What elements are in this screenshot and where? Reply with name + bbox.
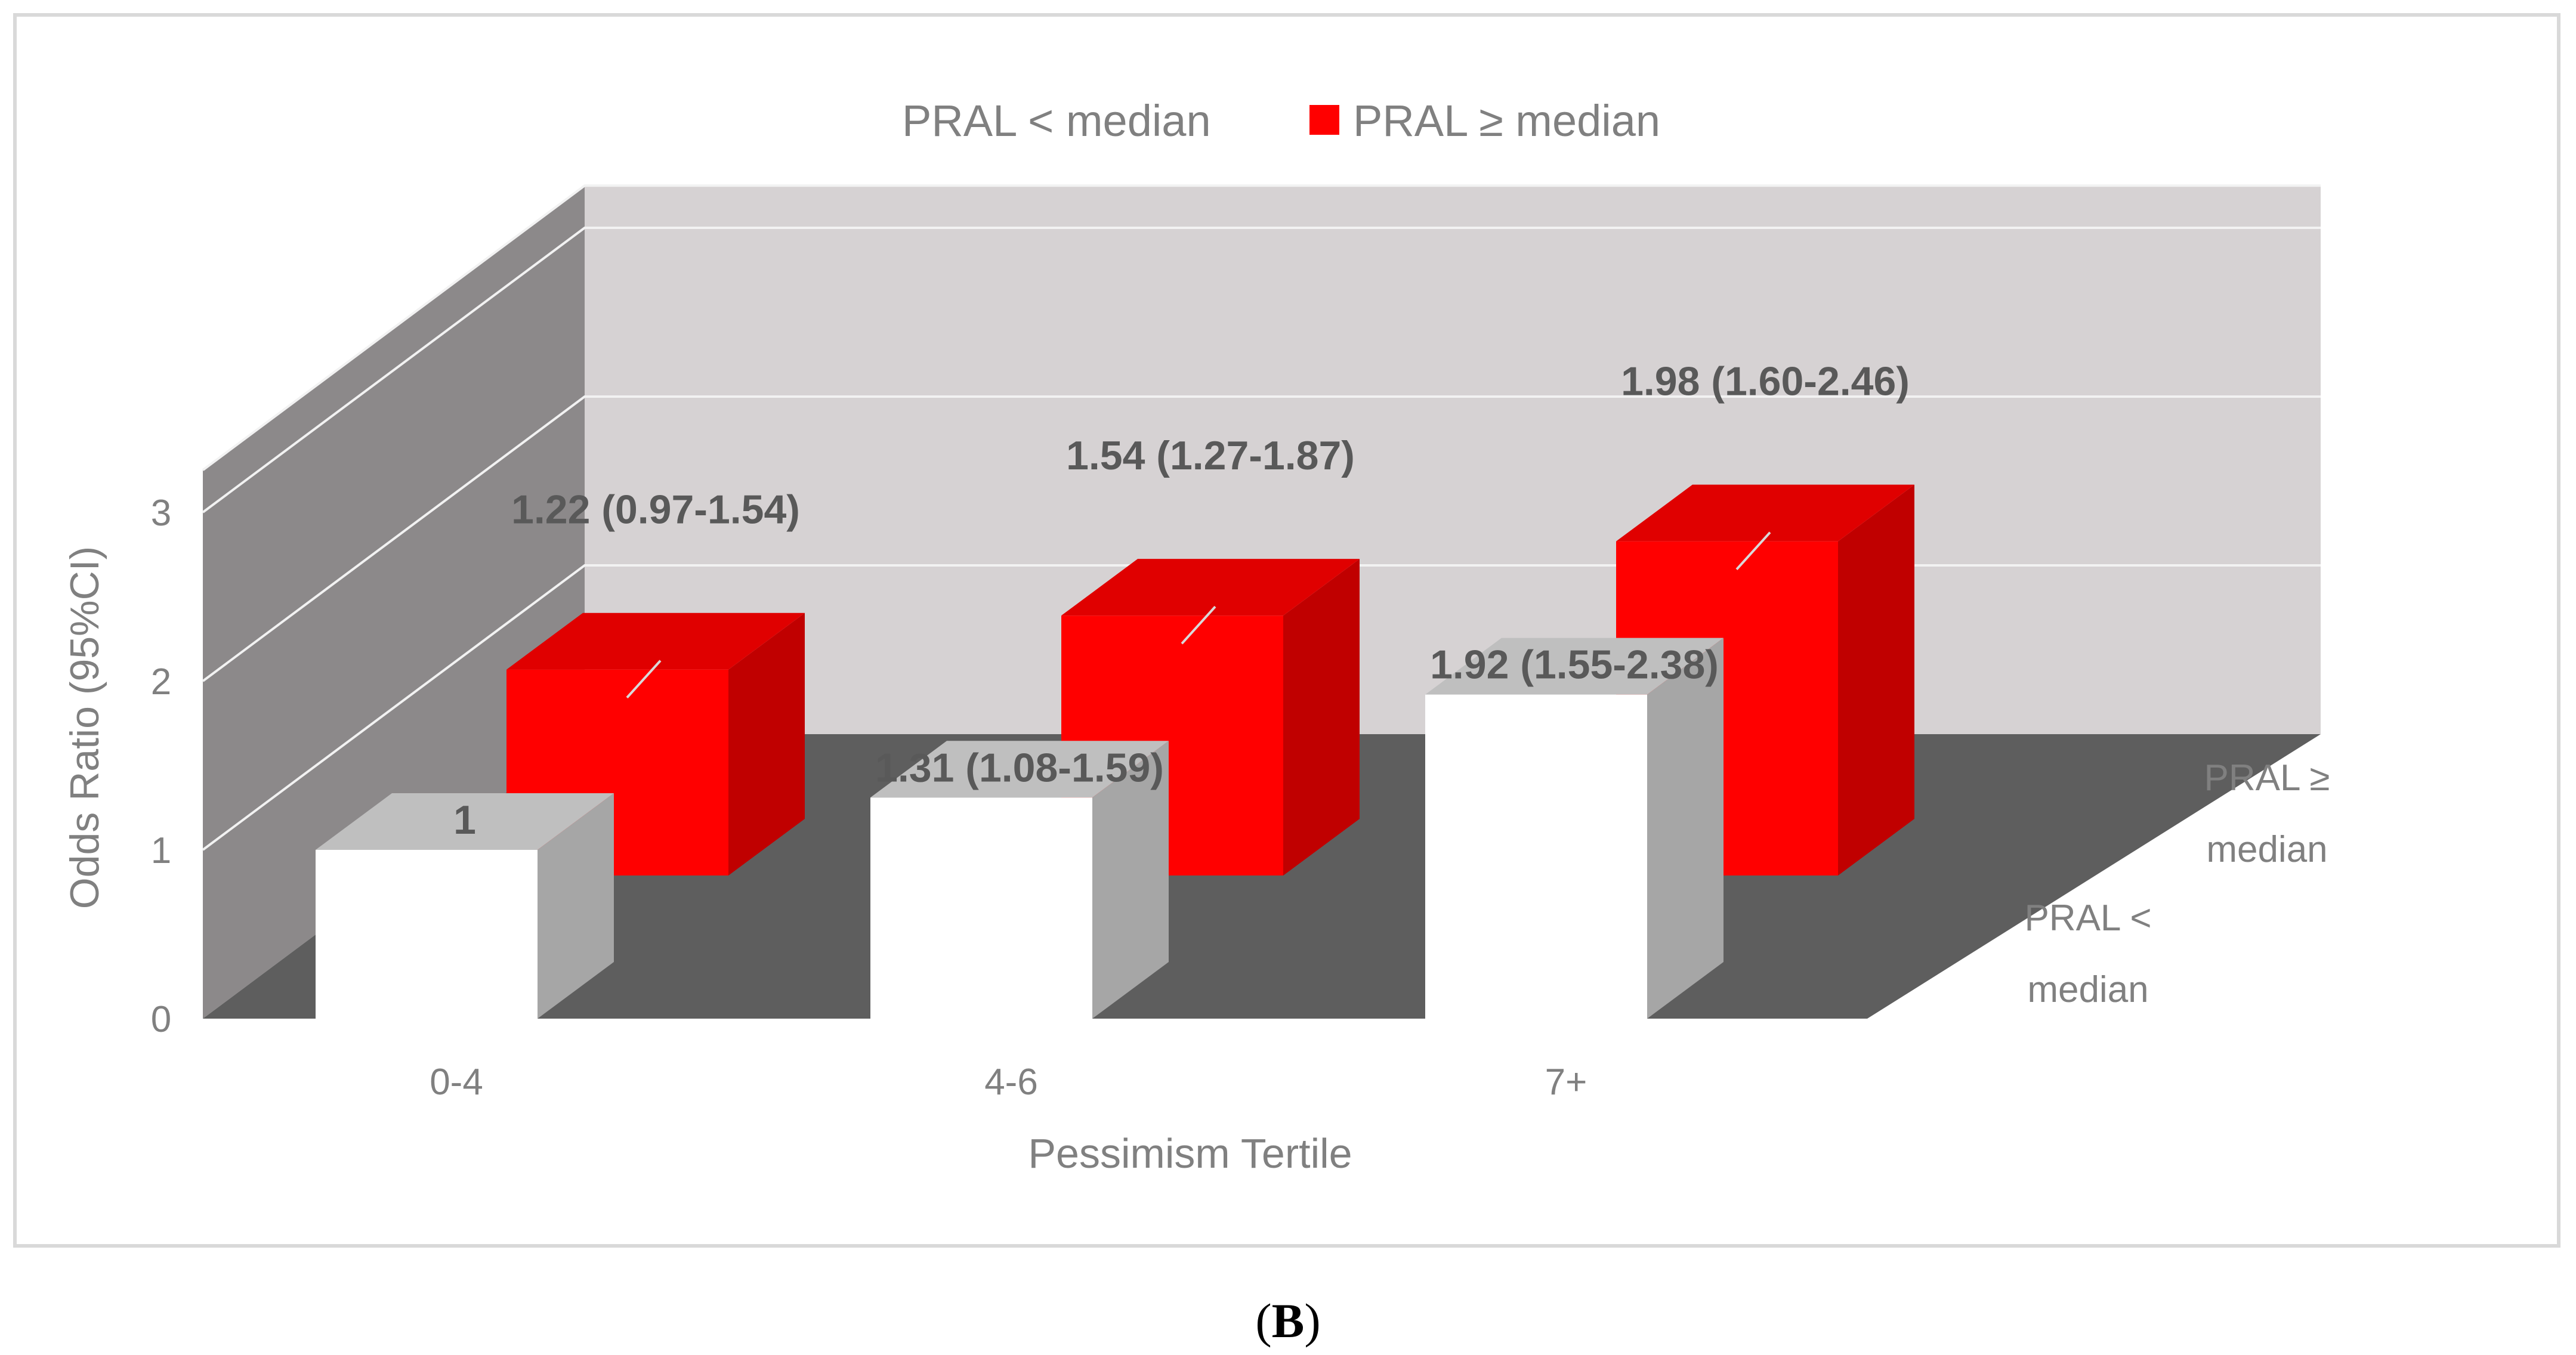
bar — [316, 850, 538, 1019]
axes: 0 1 2 3 0-4 4-6 7+ PRAL < median PRAL ≥ median O… — [62, 493, 2330, 1177]
legend: PRAL < median PRAL ≥ median — [902, 96, 1660, 146]
data-label-leader — [1735, 531, 1771, 571]
bar-side — [1647, 638, 1723, 1019]
depth-tick-label: median — [2206, 829, 2327, 870]
depth-tick-label: median — [2027, 969, 2148, 1010]
depth-axis-ticks: PRAL < median PRAL ≥ median — [2024, 757, 2330, 1010]
y-tick-label: 2 — [151, 661, 171, 703]
bar-side — [728, 612, 805, 876]
x-axis-ticks: 0-4 4-6 7+ — [430, 1062, 1587, 1103]
data-label: 1 — [453, 797, 476, 843]
data-label-leader — [626, 660, 662, 699]
legend-swatch-series-2 — [1309, 105, 1339, 135]
bar-top — [1061, 559, 1360, 616]
data-label: 1.22 (0.97-1.54) — [511, 487, 800, 533]
y-tick-label: 0 — [151, 999, 171, 1040]
x-tick-label: 4-6 — [984, 1062, 1038, 1103]
bar-top — [1425, 638, 1723, 695]
data-label: 1.92 (1.55-2.38) — [1430, 642, 1719, 688]
bar-side — [1092, 741, 1169, 1019]
side-wall — [203, 185, 585, 1019]
bar-top — [506, 612, 805, 670]
bar-top — [1616, 484, 1914, 542]
y-axis-title: Odds Ratio (95%CI) — [62, 546, 107, 909]
data-label-leader — [1181, 605, 1216, 645]
y-axis-ticks: 0 1 2 3 — [151, 493, 171, 1040]
data-label: 1.54 (1.27-1.87) — [1066, 433, 1355, 478]
y-tick-label: 3 — [151, 493, 171, 534]
bar-side — [1283, 559, 1360, 876]
bar-top — [870, 741, 1169, 798]
legend-label-series-1: PRAL < median — [902, 96, 1211, 146]
y-tick-label: 1 — [151, 830, 171, 871]
x-tick-label: 7+ — [1545, 1062, 1587, 1103]
bar-side — [1838, 484, 1914, 876]
figure-label: (B) — [1255, 1294, 1321, 1348]
bar — [870, 797, 1092, 1019]
x-tick-label: 0-4 — [430, 1062, 483, 1103]
depth-tick-label: PRAL ≥ — [2204, 757, 2330, 799]
bar-side — [538, 793, 614, 1019]
depth-tick-label: PRAL < — [2024, 898, 2151, 939]
data-label: 1.31 (1.08-1.59) — [875, 745, 1164, 790]
bars-front-series — [316, 638, 1723, 1019]
data-labels: 1.22 (0.97-1.54) 1.54 (1.27-1.87) 1.98 (1.… — [453, 359, 1910, 843]
gridline — [202, 227, 2321, 513]
gridlines — [202, 184, 2321, 851]
data-label: 1.98 (1.60-2.46) — [1621, 359, 1910, 404]
wall-top-edge — [202, 184, 2321, 471]
gridline — [202, 395, 2321, 682]
x-axis-title: Pessimism Tertile — [1028, 1130, 1352, 1177]
legend-label-series-2: PRAL ≥ median — [1353, 96, 1660, 146]
bar — [1425, 694, 1647, 1019]
bar-top — [316, 793, 614, 850]
